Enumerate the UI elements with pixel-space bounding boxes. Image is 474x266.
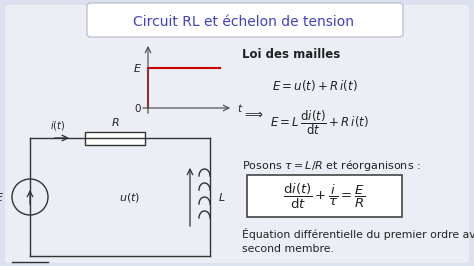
Text: $0$: $0$ [134, 102, 142, 114]
Text: Équation différentielle du premier ordre avec
second membre.: Équation différentielle du premier ordre… [242, 228, 474, 254]
Text: $t$: $t$ [237, 102, 243, 114]
FancyBboxPatch shape [5, 5, 469, 263]
Bar [85, 132, 145, 145]
Text: Circuit RL et échelon de tension: Circuit RL et échelon de tension [134, 15, 355, 29]
Text: $u(t)$: $u(t)$ [119, 190, 141, 203]
Text: $E = u(t) + R\,i(t)$: $E = u(t) + R\,i(t)$ [272, 78, 357, 93]
Bar [247, 175, 402, 217]
Text: $\Longrightarrow$: $\Longrightarrow$ [242, 108, 264, 121]
FancyBboxPatch shape [87, 3, 403, 37]
Text: Posons $\tau = L/R$ et réorganisons :: Posons $\tau = L/R$ et réorganisons : [242, 158, 421, 173]
Text: $E$: $E$ [133, 62, 142, 74]
Text: $R$: $R$ [110, 116, 119, 128]
Text: $\dfrac{\mathrm{d}i(t)}{\mathrm{d}t} + \dfrac{i}{\tau} = \dfrac{E}{R}$: $\dfrac{\mathrm{d}i(t)}{\mathrm{d}t} + \… [283, 181, 365, 211]
Text: $E = L\,\dfrac{\mathrm{d}i(t)}{\mathrm{d}t} + R\,i(t)$: $E = L\,\dfrac{\mathrm{d}i(t)}{\mathrm{d… [270, 108, 369, 137]
Text: $E$: $E$ [0, 191, 4, 203]
Text: $L$: $L$ [218, 191, 226, 203]
Text: $i(t)$: $i(t)$ [50, 119, 65, 132]
Text: Loi des mailles: Loi des mailles [242, 48, 340, 61]
